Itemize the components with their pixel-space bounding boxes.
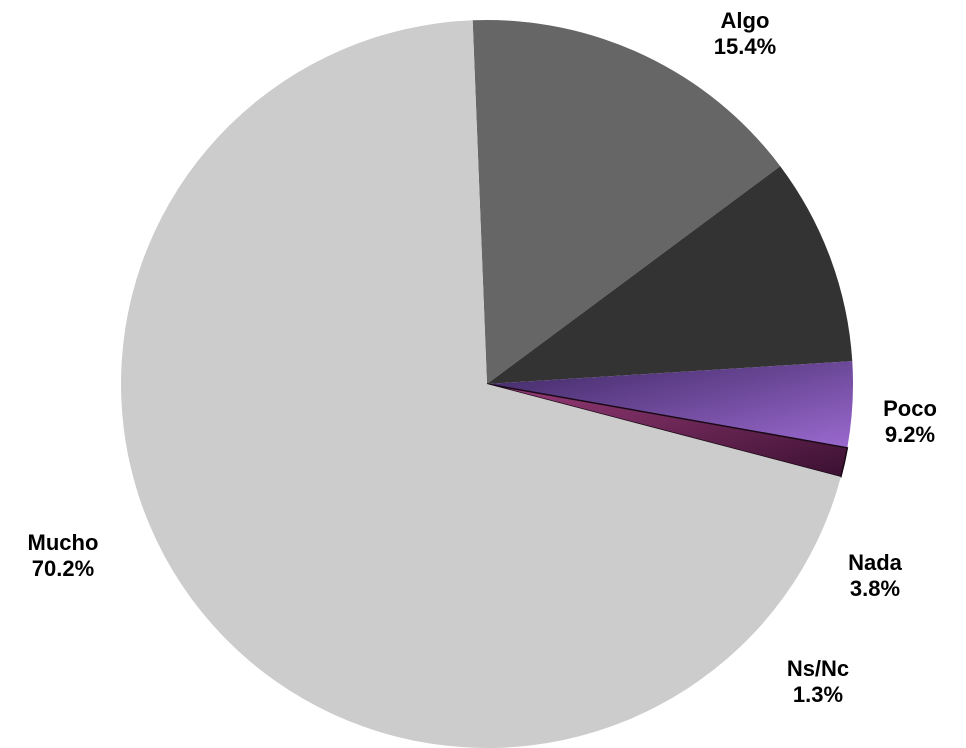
slice-label-nsnc-value: 1.3%: [792, 682, 844, 708]
slice-label-algo-name: Algo: [720, 8, 770, 33]
pie-slice-mucho: [121, 20, 841, 748]
slice-label-nada-value: 3.8%: [849, 576, 901, 602]
slice-label-mucho: Mucho 70.2%: [8, 530, 118, 583]
slice-label-poco-value: 9.2%: [884, 422, 936, 448]
slice-label-nada-name: Nada: [848, 550, 902, 575]
slice-label-nsnc-name: Ns/Nc: [786, 656, 850, 681]
slice-label-nsnc: Ns/Nc 1.3%: [768, 656, 868, 709]
pie-slice-algo: [472, 19, 781, 384]
slice-label-mucho-value: 70.2%: [31, 556, 95, 582]
slice-label-algo: Algo 15.4%: [690, 8, 800, 61]
pie-slice-ns-nc: [486, 383, 849, 478]
slice-label-nada: Nada 3.8%: [825, 550, 925, 603]
pie-slice-nada: [487, 361, 853, 448]
pie-slice-poco: [487, 166, 853, 384]
slice-label-algo-value: 15.4%: [713, 34, 777, 60]
slice-label-poco-name: Poco: [883, 396, 937, 421]
pie-slices: [121, 19, 853, 748]
slice-label-mucho-name: Mucho: [27, 530, 99, 555]
slice-label-poco: Poco 9.2%: [860, 396, 960, 449]
